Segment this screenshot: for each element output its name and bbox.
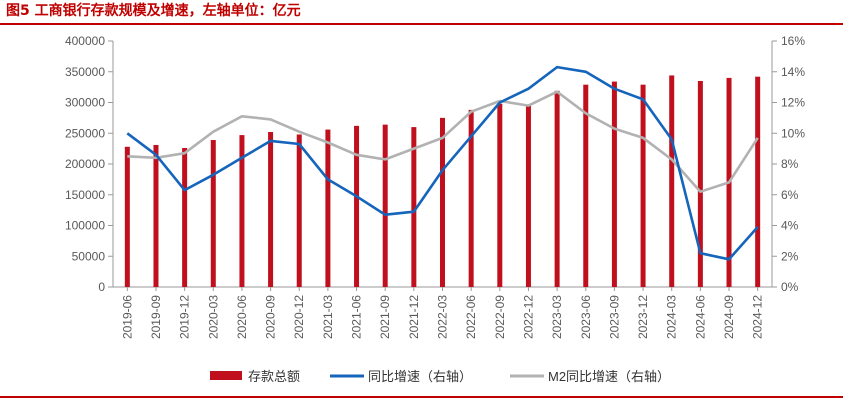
- deposit-bar: [354, 125, 360, 288]
- right-axis-tick-label: 10%: [781, 126, 805, 140]
- x-axis-tick-label: 2021-12: [407, 295, 421, 339]
- deposit-bar: [382, 124, 388, 287]
- deposit-bar: [497, 103, 503, 287]
- right-axis-tick-label: 12%: [781, 96, 805, 110]
- right-axis-tick-label: 16%: [781, 34, 805, 48]
- deposit-bar: [239, 135, 245, 287]
- left-axis-tick-label: 0: [98, 280, 105, 294]
- legend-deposit-swatch: [210, 371, 242, 380]
- x-axis-tick-label: 2022-09: [493, 295, 507, 339]
- right-axis-tick-label: 8%: [781, 157, 799, 171]
- x-axis-tick-label: 2023-06: [579, 295, 593, 339]
- x-axis-tick-label: 2019-09: [149, 295, 163, 339]
- right-axis-tick-label: 0%: [781, 280, 799, 294]
- x-axis-tick-label: 2020-09: [264, 295, 278, 339]
- x-axis-tick-label: 2020-06: [235, 295, 249, 339]
- deposit-bar: [325, 129, 331, 287]
- deposit-bar: [468, 109, 474, 287]
- x-axis-tick-label: 2021-09: [378, 295, 392, 339]
- x-axis-tick-label: 2019-12: [178, 295, 192, 339]
- x-axis-tick-label: 2024-12: [751, 295, 765, 339]
- deposit-bar: [268, 132, 274, 287]
- right-axis-tick-label: 2%: [781, 249, 799, 263]
- x-axis-tick-label: 2023-09: [607, 295, 621, 339]
- left-axis-tick-label: 100000: [65, 219, 105, 233]
- title-divider: [0, 23, 843, 25]
- legend-m2-label: M2同比增速（右轴）: [548, 369, 670, 384]
- left-axis-tick-label: 50000: [72, 249, 106, 263]
- deposit-bar: [440, 117, 445, 287]
- right-axis-tick-label: 14%: [781, 65, 805, 79]
- deposit-bar: [554, 90, 560, 287]
- left-axis-tick-label: 200000: [65, 157, 105, 171]
- left-axis-tick-label: 150000: [65, 188, 105, 202]
- lines-group: [126, 65, 759, 261]
- left-axis-tick-label: 300000: [65, 96, 105, 110]
- x-axis-tick-label: 2023-03: [550, 295, 564, 339]
- deposit-bar: [669, 75, 675, 287]
- x-axis-tick-label: 2022-03: [436, 295, 450, 339]
- x-axis-tick-label: 2020-12: [292, 295, 306, 339]
- left-axis-tick-label: 350000: [65, 65, 105, 79]
- left-axis-tick-label: 250000: [65, 126, 105, 140]
- x-axis-tick-label: 2022-06: [464, 295, 478, 339]
- deposit-bar: [755, 76, 761, 287]
- left-axis-tick-label: 400000: [65, 34, 105, 48]
- deposit-bar: [210, 140, 216, 287]
- x-axis-tick-label: 2024-03: [665, 295, 679, 339]
- deposit-bar: [124, 146, 130, 287]
- x-axis-tick-label: 2021-03: [321, 295, 335, 339]
- x-axis-tick-label: 2024-09: [722, 295, 736, 339]
- source-divider: [0, 396, 843, 398]
- bars-group: [124, 75, 761, 288]
- right-axis-tick-label: 4%: [781, 219, 799, 233]
- deposit-bar: [583, 84, 589, 287]
- x-axis-tick-label: 2023-12: [636, 295, 650, 339]
- x-axis-tick-label: 2020-03: [206, 295, 220, 339]
- right-axis-tick-label: 6%: [781, 188, 799, 202]
- legend: 存款总额 同比增速（右轴） M2同比增速（右轴）: [210, 369, 670, 384]
- deposit-bar: [640, 84, 646, 287]
- yoy-growth-line: [126, 65, 759, 261]
- deposit-bar: [411, 127, 417, 287]
- deposit-bar: [153, 144, 159, 287]
- figure-title: 图5 工商银行存款规模及增速，左轴单位：亿元: [6, 3, 301, 19]
- legend-yoy-label: 同比增速（右轴）: [368, 369, 472, 384]
- deposit-bar: [182, 148, 188, 287]
- x-axis-tick-label: 2019-06: [120, 295, 134, 339]
- deposit-bar: [525, 104, 531, 288]
- deposit-bar: [296, 134, 302, 287]
- legend-deposit-label: 存款总额: [248, 369, 300, 384]
- deposit-bar: [611, 81, 617, 287]
- x-axis-tick-label: 2024-06: [693, 295, 707, 339]
- x-axis-tick-label: 2021-06: [350, 295, 364, 339]
- x-axis-tick-label: 2022-12: [521, 295, 535, 339]
- axes-group: 0 50000 100000 150000 200000 250000 300000 3500…: [65, 34, 805, 339]
- m2-growth-line: [127, 90, 759, 193]
- deposit-bar: [697, 80, 703, 287]
